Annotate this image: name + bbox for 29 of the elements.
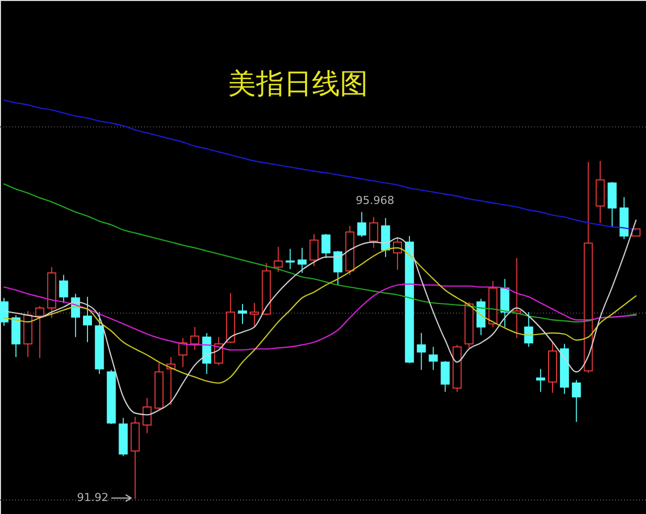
candlestick xyxy=(35,305,44,359)
candlestick xyxy=(310,233,319,267)
candlestick xyxy=(286,248,295,270)
candlestick xyxy=(500,278,510,328)
candlestick xyxy=(178,338,188,368)
candlestick xyxy=(572,380,581,422)
candlestick xyxy=(82,296,92,343)
candlestick xyxy=(238,303,247,324)
candlestick xyxy=(250,302,259,328)
candlestick xyxy=(0,297,8,326)
candlestick xyxy=(524,312,534,348)
candlestick xyxy=(190,326,200,350)
candlestick xyxy=(381,218,390,258)
candlestick xyxy=(298,247,307,274)
candlestick xyxy=(369,216,378,248)
candlestick xyxy=(321,233,330,258)
candlestick xyxy=(416,332,426,370)
candlestick xyxy=(142,397,152,434)
candlestick xyxy=(274,246,283,272)
candlestick xyxy=(59,274,68,304)
candlestick xyxy=(333,250,342,286)
candlestick xyxy=(440,360,450,392)
candlestick xyxy=(536,368,546,392)
candlestick xyxy=(428,346,438,370)
annotation: 91.92 xyxy=(77,491,109,504)
annotation: 95.968 xyxy=(356,194,394,207)
candlestick xyxy=(357,212,366,238)
candlestick xyxy=(393,236,402,270)
chart-title: 美指日线图 xyxy=(228,67,368,100)
